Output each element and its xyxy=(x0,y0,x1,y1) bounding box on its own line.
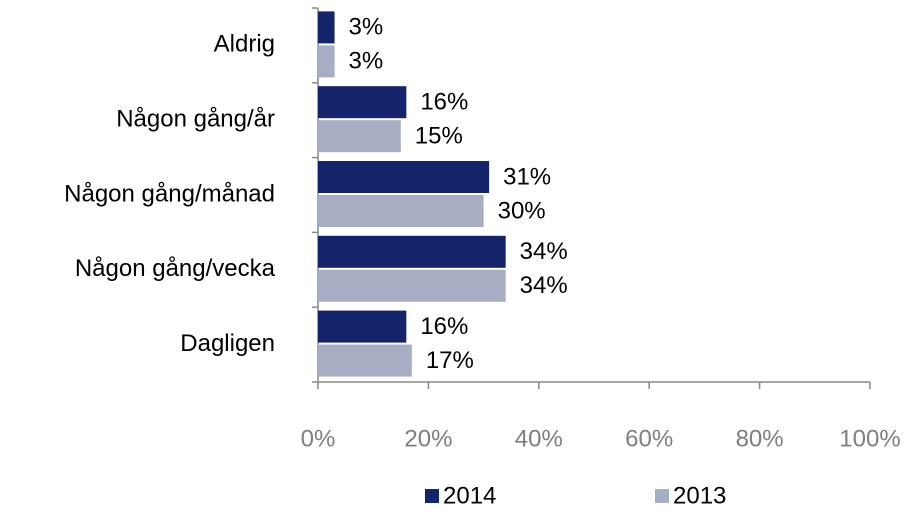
data-label: 34% xyxy=(520,272,568,299)
data-label: 17% xyxy=(426,347,474,374)
x-tick-label: 80% xyxy=(736,425,784,452)
bar xyxy=(318,120,401,153)
legend-swatch xyxy=(655,489,669,503)
y-tick-label: Någon gång/år xyxy=(116,106,275,133)
data-label: 30% xyxy=(498,197,546,224)
bar xyxy=(318,161,490,193)
data-label: 3% xyxy=(349,48,384,75)
bar xyxy=(318,310,407,343)
data-label: 15% xyxy=(415,123,463,150)
y-tick-label: Någon gång/vecka xyxy=(75,255,276,282)
bar xyxy=(318,45,335,78)
data-label: 3% xyxy=(349,14,384,41)
x-tick-label: 0% xyxy=(301,425,336,452)
bar xyxy=(318,344,412,377)
bar xyxy=(318,195,484,227)
x-tick-label: 60% xyxy=(625,425,673,452)
bar xyxy=(318,11,335,44)
legend-label: 2014 xyxy=(443,482,496,509)
data-label: 34% xyxy=(520,238,568,265)
y-tick-label: Aldrig xyxy=(214,31,275,58)
x-tick-label: 20% xyxy=(404,425,452,452)
data-label: 31% xyxy=(503,163,551,190)
data-label: 16% xyxy=(420,89,468,116)
y-tick-label: Någon gång/månad xyxy=(64,180,275,207)
data-label: 16% xyxy=(420,313,468,340)
x-tick-label: 100% xyxy=(839,425,900,452)
x-tick-label: 40% xyxy=(515,425,563,452)
legend-swatch xyxy=(425,489,439,503)
bar xyxy=(318,235,506,268)
y-tick-label: Dagligen xyxy=(180,330,275,357)
legend-label: 2013 xyxy=(673,482,726,509)
bar xyxy=(318,86,407,119)
bar xyxy=(318,269,506,302)
